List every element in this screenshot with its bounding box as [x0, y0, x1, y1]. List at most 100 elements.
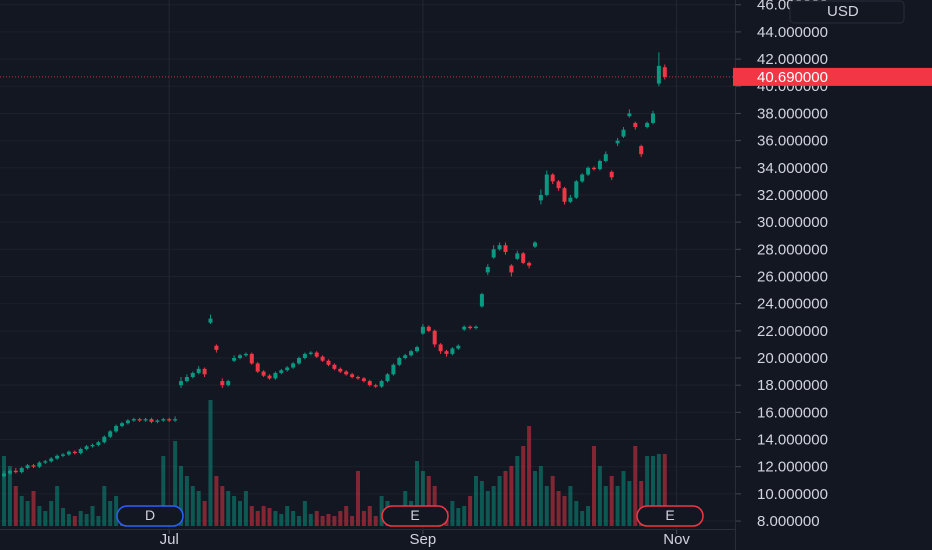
candle-body: [2, 473, 7, 477]
event-pill[interactable]: [636, 505, 704, 527]
volume-bar: [161, 456, 166, 526]
volume-bar: [621, 471, 626, 526]
candle-body: [550, 174, 555, 182]
x-tick-label: Sep: [410, 531, 437, 548]
candle-body: [7, 470, 12, 474]
candle-body: [285, 367, 290, 371]
volume-bar: [639, 481, 644, 526]
volume-bar: [202, 501, 207, 526]
candle-body: [61, 454, 66, 456]
volume-bar: [450, 501, 455, 526]
candle-body: [497, 245, 502, 250]
event-pill[interactable]: [116, 505, 184, 527]
volume-bar: [332, 516, 337, 526]
volume-bar: [645, 456, 650, 526]
volume-bar: [550, 476, 555, 526]
candle-body: [580, 174, 585, 182]
event-label[interactable]: D: [145, 507, 155, 523]
candle-body: [627, 113, 632, 117]
y-tick-label: 38.000000: [757, 105, 828, 122]
x-tick-label: Jul: [160, 531, 179, 548]
event-marker[interactable]: E: [636, 505, 704, 527]
candle-body: [485, 266, 490, 273]
candle-body: [397, 357, 402, 365]
candle-body: [102, 436, 107, 443]
candle-body: [379, 381, 384, 387]
candle-body: [532, 242, 537, 247]
candle-body: [650, 113, 655, 123]
volume-bar: [208, 400, 213, 526]
candle-body: [586, 167, 591, 175]
volume-bar: [373, 516, 378, 526]
x-tick-label: Nov: [663, 531, 690, 548]
event-marker[interactable]: D: [116, 505, 184, 527]
volume-bar: [184, 476, 189, 526]
currency-label[interactable]: USD: [827, 3, 859, 20]
candle-body: [196, 368, 201, 373]
volume-bar: [320, 516, 325, 526]
candle-body: [438, 344, 443, 352]
candle-body: [420, 326, 425, 334]
volume-bar: [603, 486, 608, 526]
volume-bar: [568, 486, 573, 526]
candle-body: [13, 470, 18, 473]
volume-bar: [37, 506, 42, 526]
event-marker[interactable]: E: [381, 505, 449, 527]
candle-body: [544, 174, 549, 195]
candle-body: [243, 353, 248, 356]
event-label[interactable]: E: [410, 507, 419, 523]
volume-bar: [473, 476, 478, 526]
volume-bar: [214, 476, 219, 526]
y-tick-label: 12.000000: [757, 459, 828, 476]
volume-bar: [586, 506, 591, 526]
candle-body: [479, 294, 484, 307]
volume-bar: [556, 491, 561, 526]
volume-bar: [350, 516, 355, 526]
volume-bar: [196, 491, 201, 526]
candle-body: [338, 368, 343, 372]
candle-body: [90, 444, 95, 447]
candle-body: [468, 326, 473, 329]
candle-body: [66, 451, 71, 455]
candle-body: [190, 372, 195, 378]
volume-bar: [179, 466, 184, 526]
candle-body: [25, 465, 30, 469]
candle-body: [125, 420, 130, 424]
volume-bar: [479, 481, 484, 526]
volume-bar: [656, 454, 661, 526]
volume-bar: [414, 461, 419, 526]
volume-bar: [532, 471, 537, 526]
last-price-box: [733, 67, 932, 86]
volume-bar: [344, 506, 349, 526]
candle-body: [255, 363, 260, 372]
candle-body: [238, 355, 243, 358]
event-label[interactable]: E: [665, 507, 674, 523]
volume-bar: [367, 506, 372, 526]
candle-body: [314, 352, 319, 357]
candle-body: [662, 67, 667, 77]
volume-bar: [19, 496, 24, 526]
currency-box[interactable]: [789, 0, 905, 24]
volume-bar: [78, 511, 83, 526]
candle-body: [356, 377, 361, 379]
volume-bar: [521, 446, 526, 526]
volume-bar: [426, 476, 431, 526]
candle-body: [332, 364, 337, 369]
volume-bar: [102, 486, 107, 526]
candle-body: [202, 368, 207, 375]
y-tick-label: 22.000000: [757, 323, 828, 340]
candle-body: [538, 194, 543, 201]
candle-body: [143, 419, 148, 421]
volume-bar: [114, 496, 119, 526]
y-tick-label: 14.000000: [757, 431, 828, 448]
candle-body: [120, 423, 125, 426]
volume-bar: [574, 501, 579, 526]
volume-bar: [2, 456, 7, 526]
volume-bar: [509, 466, 514, 526]
y-tick-label: 36.000000: [757, 133, 828, 150]
event-pill[interactable]: [381, 505, 449, 527]
volume-bar: [361, 511, 366, 526]
volume-bar: [66, 514, 71, 526]
